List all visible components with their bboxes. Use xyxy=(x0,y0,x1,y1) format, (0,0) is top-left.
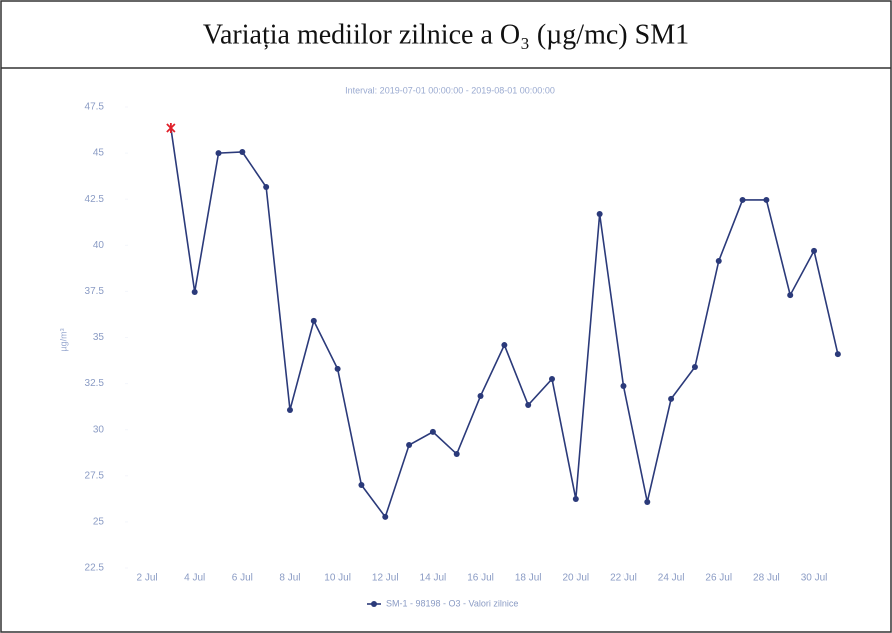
y-tick-label: 32.5 xyxy=(85,378,105,389)
x-tick-label: 28 Jul xyxy=(753,573,780,584)
x-tick-label: 2 Jul xyxy=(136,573,157,584)
x-tick-label: 24 Jul xyxy=(658,573,685,584)
y-tick-label: 35 xyxy=(93,332,105,343)
point xyxy=(572,496,579,503)
y-tick-label: 30 xyxy=(93,424,105,435)
point xyxy=(644,498,651,505)
point xyxy=(763,196,770,203)
x-tick-label: 10 Jul xyxy=(324,573,351,584)
point xyxy=(668,395,675,402)
x-tick-label: 20 Jul xyxy=(562,573,589,584)
y-axis-label: µg/m³ xyxy=(58,328,68,351)
y-tick-label: 45 xyxy=(93,148,105,159)
legend-marker xyxy=(371,601,377,607)
x-tick-label: 22 Jul xyxy=(610,573,637,584)
point xyxy=(429,428,436,435)
point xyxy=(239,148,246,155)
y-tick-label: 27.5 xyxy=(85,470,105,481)
y-tick-label: 25 xyxy=(93,517,105,528)
point xyxy=(596,210,603,217)
x-tick-label: 8 Jul xyxy=(279,573,300,584)
point xyxy=(191,288,198,295)
point xyxy=(525,401,532,408)
x-tick-label: 12 Jul xyxy=(372,573,399,584)
x-tick-label: 14 Jul xyxy=(420,573,447,584)
x-tick-label: 6 Jul xyxy=(232,573,253,584)
point xyxy=(549,375,556,382)
chart-subtitle: Interval: 2019-07-01 00:00:00 - 2019-08-… xyxy=(345,85,555,95)
point xyxy=(811,247,818,254)
point xyxy=(501,342,508,349)
point xyxy=(715,257,722,264)
y-tick-label: 22.5 xyxy=(85,563,105,574)
point xyxy=(739,196,746,203)
point xyxy=(382,513,389,520)
point xyxy=(834,351,841,358)
point xyxy=(453,451,460,458)
x-tick-label: 26 Jul xyxy=(705,573,732,584)
y-tick-label: 47.5 xyxy=(85,102,105,113)
point xyxy=(310,317,317,324)
x-tick-label: 30 Jul xyxy=(801,573,828,584)
point xyxy=(263,184,270,191)
point xyxy=(215,150,222,157)
x-tick-label: 16 Jul xyxy=(467,573,494,584)
point xyxy=(477,392,484,399)
max-marker xyxy=(166,123,176,134)
y-tick-label: 37.5 xyxy=(85,286,105,297)
x-tick-label: 18 Jul xyxy=(515,573,542,584)
x-tick-label: 4 Jul xyxy=(184,573,205,584)
chart-title: Variația mediilor zilnice a O₃ (µg/mc) S… xyxy=(203,19,689,50)
y-tick-label: 42.5 xyxy=(85,194,105,205)
point xyxy=(691,364,698,371)
point xyxy=(406,442,413,449)
point xyxy=(358,482,365,489)
point xyxy=(787,292,794,299)
point xyxy=(286,406,293,413)
y-tick-label: 40 xyxy=(93,240,105,251)
legend-label: SM-1 - 98198 - O3 - Valori zilnice xyxy=(386,598,518,608)
point xyxy=(620,382,627,389)
point xyxy=(334,365,341,372)
